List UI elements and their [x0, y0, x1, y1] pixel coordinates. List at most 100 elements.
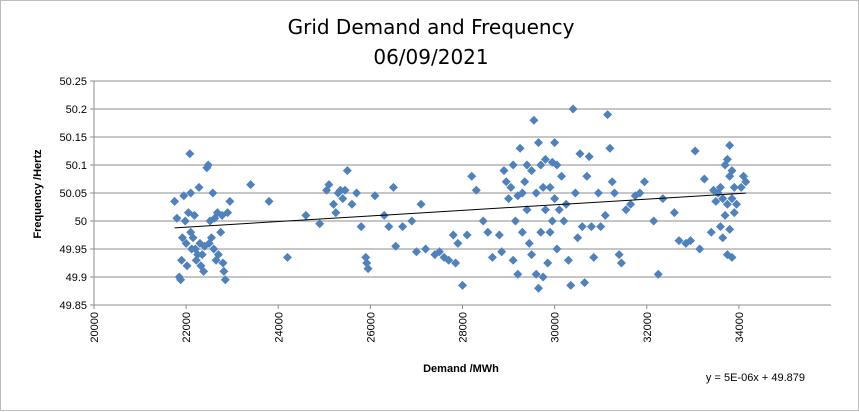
y-tick-label: 50.05: [59, 188, 87, 200]
data-point: [616, 258, 626, 268]
data-point: [531, 269, 541, 279]
data-point: [729, 208, 739, 218]
data-point: [411, 247, 421, 257]
data-point: [458, 280, 467, 290]
data-point: [695, 244, 705, 254]
data-point: [517, 227, 527, 237]
trendline-line: [174, 192, 746, 229]
data-point: [206, 233, 216, 243]
data-point: [690, 146, 700, 156]
x-tick-label: 20000: [89, 312, 101, 343]
data-point: [189, 210, 199, 220]
data-point: [391, 241, 401, 251]
data-point: [172, 213, 182, 223]
data-point: [653, 269, 663, 279]
data-point: [181, 238, 191, 248]
data-point: [197, 250, 207, 260]
data-point: [552, 244, 562, 254]
data-point: [331, 208, 341, 218]
trendline-equation: y = 5E-06x + 49.879: [706, 372, 805, 384]
data-point: [453, 238, 463, 248]
data-point: [170, 196, 180, 206]
x-tick-label: 28000: [458, 312, 470, 343]
data-point: [563, 255, 573, 265]
data-point: [515, 143, 525, 153]
y-tick-label: 50.15: [59, 132, 87, 144]
data-point: [338, 194, 348, 204]
data-point: [596, 222, 606, 232]
data-point: [246, 180, 256, 190]
data-point: [727, 252, 737, 262]
x-tick-label: 26000: [365, 312, 377, 343]
chart-title: Grid Demand and Frequency: [288, 15, 575, 39]
data-point: [570, 188, 580, 198]
data-point: [736, 182, 746, 192]
data-point: [531, 188, 541, 198]
data-point: [223, 208, 233, 218]
data-point: [335, 185, 345, 195]
data-point: [538, 182, 548, 192]
data-point: [520, 177, 530, 187]
data-point: [568, 104, 578, 114]
data-point: [388, 182, 398, 192]
data-point: [448, 230, 458, 240]
data-point: [686, 236, 696, 246]
data-point: [524, 238, 534, 248]
data-point: [545, 182, 555, 192]
data-point: [725, 224, 735, 234]
data-point: [225, 196, 235, 206]
data-point: [301, 210, 311, 220]
data-point: [718, 194, 728, 204]
data-point: [324, 180, 334, 190]
data-point: [607, 177, 617, 187]
data-point: [347, 199, 357, 209]
data-point: [407, 216, 417, 226]
data-point: [550, 194, 560, 204]
data-point: [220, 275, 230, 285]
x-axis-label: Demand /MWh: [423, 363, 499, 375]
data-point: [186, 188, 196, 198]
data-point: [610, 188, 620, 198]
data-point: [593, 188, 603, 198]
y-tick-label: 50.2: [66, 104, 87, 116]
data-point: [199, 266, 209, 276]
data-point: [575, 149, 585, 159]
axes: [93, 81, 831, 306]
data-point: [421, 244, 431, 254]
data-point: [462, 230, 472, 240]
data-point: [208, 188, 218, 198]
data-point: [416, 199, 426, 209]
x-tick-label: 34000: [734, 312, 746, 343]
data-point: [315, 219, 325, 229]
data-point: [649, 216, 659, 226]
data-point: [185, 149, 195, 159]
data-point: [361, 252, 371, 262]
data-point: [216, 227, 226, 237]
data-point: [510, 216, 520, 226]
x-tick-label: 22000: [181, 312, 193, 343]
data-point: [203, 160, 213, 170]
data-point: [635, 188, 645, 198]
data-point: [363, 264, 373, 274]
data-point: [573, 233, 583, 243]
data-point: [621, 205, 631, 215]
data-point: [580, 278, 590, 288]
data-point: [605, 143, 615, 153]
data-point: [603, 110, 613, 120]
data-point: [741, 177, 751, 187]
data-point: [554, 205, 564, 215]
data-point: [329, 199, 339, 209]
data-point: [188, 233, 198, 243]
data-point: [547, 216, 557, 226]
data-point: [340, 185, 350, 195]
data-point: [534, 283, 544, 293]
data-point: [729, 182, 739, 192]
data-point: [219, 266, 229, 276]
data-point: [527, 166, 537, 176]
data-point: [720, 210, 730, 220]
data-point: [586, 222, 596, 232]
chart-subtitle: 06/09/2021: [373, 45, 488, 69]
y-tick-labels: 49.85 49.9 49.95 50 50.05 50.1 50.15 50.2 50.25: [59, 76, 87, 312]
data-point: [727, 194, 737, 204]
data-point: [600, 210, 610, 220]
